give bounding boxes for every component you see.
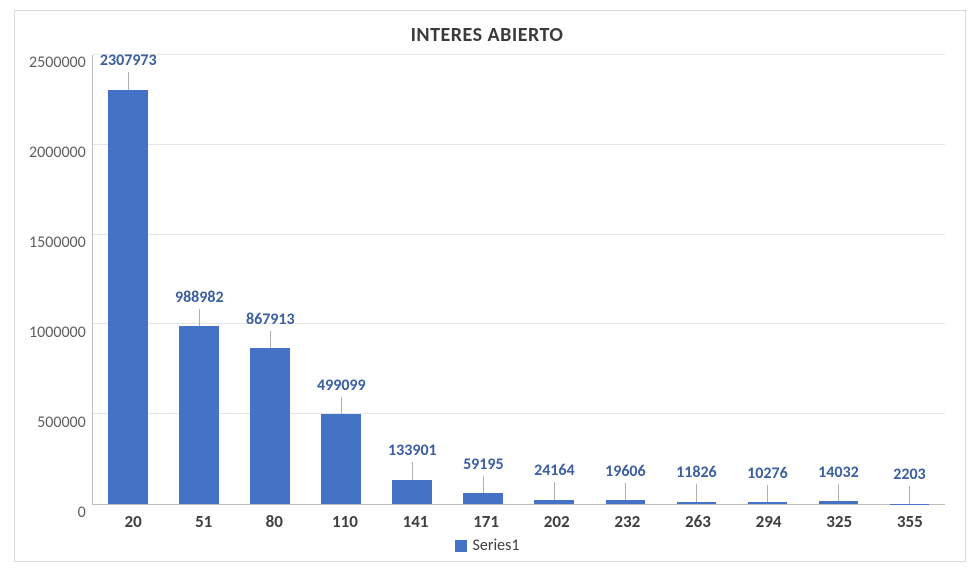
bar-slot: 988982 [164,55,235,504]
data-label: 14032 [818,463,859,482]
leader-line [412,462,413,479]
bars-layer: 2307973 988982 867913 499099 133901 59195 2416… [93,55,945,504]
x-axis-label: 232 [592,511,663,532]
leader-line [270,331,271,348]
bar-slot: 11826 [661,55,732,504]
plot-row: 25000002000000150000010000005000000 2307… [29,55,945,505]
x-axis-label: 20 [98,511,169,532]
bar [748,502,788,504]
bar-slot: 2203 [874,55,945,504]
leader-line [625,483,626,500]
chart-container: INTERES ABIERTO 250000020000001500000100… [0,0,980,570]
chart-title: INTERES ABIERTO [29,23,945,47]
x-axis-label: 355 [874,511,945,532]
bar-slot: 10276 [732,55,803,504]
data-label: 867913 [246,310,295,329]
x-axis-label: 110 [310,511,381,532]
data-label: 2203 [893,465,925,484]
x-axis: 205180110141171202232263294325355 [29,511,945,532]
chart-plot-area: INTERES ABIERTO 250000020000001500000100… [14,10,966,562]
bar [321,414,361,504]
data-label: 59195 [463,455,504,474]
leader-line [909,486,910,503]
x-axis-label: 294 [733,511,804,532]
leader-line [483,476,484,493]
x-axis-label: 325 [804,511,875,532]
bar [819,501,859,504]
y-axis: 25000002000000150000010000005000000 [29,55,92,505]
bar-slot: 24164 [519,55,590,504]
data-label: 19606 [605,462,646,481]
bar-slot: 2307973 [93,55,164,504]
leader-line [767,485,768,502]
plot-area: 2307973 988982 867913 499099 133901 59195 2416… [92,55,945,505]
data-label: 24164 [534,461,575,480]
x-axis-label: 263 [663,511,734,532]
data-label: 11826 [676,463,717,482]
data-label: 499099 [317,376,366,395]
data-label: 10276 [747,464,788,483]
data-label: 988982 [175,288,224,307]
leader-line [838,484,839,501]
leader-line [341,397,342,414]
bar [606,500,646,504]
bar [108,90,148,505]
legend-swatch [455,540,467,552]
leader-line [128,72,129,89]
x-axis-label: 80 [239,511,310,532]
bar-slot: 499099 [306,55,377,504]
leader-line [199,309,200,326]
x-axis-label: 141 [380,511,451,532]
bar [179,326,219,504]
legend-label: Series1 [473,536,520,555]
x-axis-labels: 205180110141171202232263294325355 [98,511,945,532]
x-axis-label: 51 [168,511,239,532]
bar-slot: 867913 [235,55,306,504]
y-axis-spacer [29,511,98,532]
bar-slot: 59195 [448,55,519,504]
data-label: 133901 [388,441,437,460]
bar [534,500,574,504]
bar [463,493,503,504]
x-axis-label: 202 [521,511,592,532]
bar [392,480,432,504]
bar-slot: 14032 [803,55,874,504]
bar-slot: 19606 [590,55,661,504]
legend: Series1 [29,536,945,555]
x-axis-label: 171 [451,511,522,532]
leader-line [696,484,697,501]
bar [250,348,290,504]
leader-line [554,482,555,499]
bar-slot: 133901 [377,55,448,504]
bar [677,502,717,504]
